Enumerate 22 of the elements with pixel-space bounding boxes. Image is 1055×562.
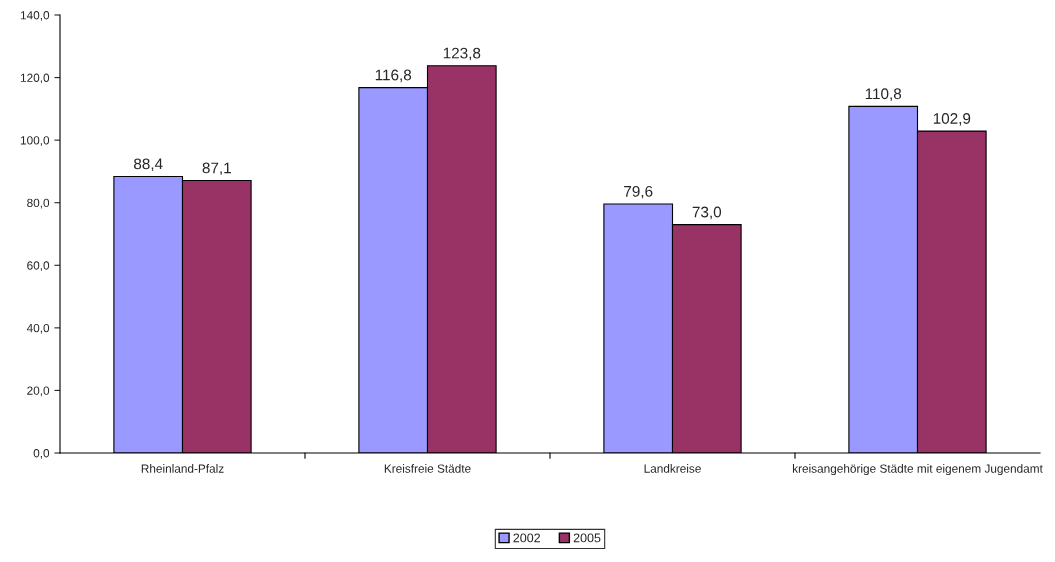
x-tick-label: Landkreise — [644, 464, 701, 473]
y-tick-label: 0,0 — [33, 449, 50, 459]
data-label: 116,8 — [375, 69, 412, 83]
data-label: 79,6 — [624, 185, 653, 199]
y-tick-label: 20,0 — [27, 386, 50, 397]
x-tick-label: Kreisfreie Städte — [384, 464, 471, 473]
data-label: 87,1 — [202, 162, 231, 176]
y-tick-label: 120,0 — [20, 73, 50, 84]
x-tick-label: Rheinland-Pfalz — [141, 464, 224, 473]
data-label: 123,8 — [443, 47, 481, 61]
data-label: 73,0 — [692, 206, 722, 220]
x-tick-label: kreisangehörige Städte mit eigenem Jugendamt — [792, 464, 1043, 476]
data-label: 110,8 — [865, 88, 902, 101]
y-tick-label: 80,0 — [27, 198, 50, 209]
y-tick-label: 140,0 — [20, 11, 50, 21]
y-tick-label: 40,0 — [26, 323, 50, 334]
data-label: 88,4 — [134, 158, 163, 172]
y-tick-label: 60,0 — [27, 261, 50, 272]
legend-label: 2005 — [573, 533, 601, 543]
legend-label: 2002 — [513, 533, 540, 543]
data-label: 102,9 — [933, 113, 971, 126]
y-tick-label: 100,0 — [20, 136, 50, 146]
